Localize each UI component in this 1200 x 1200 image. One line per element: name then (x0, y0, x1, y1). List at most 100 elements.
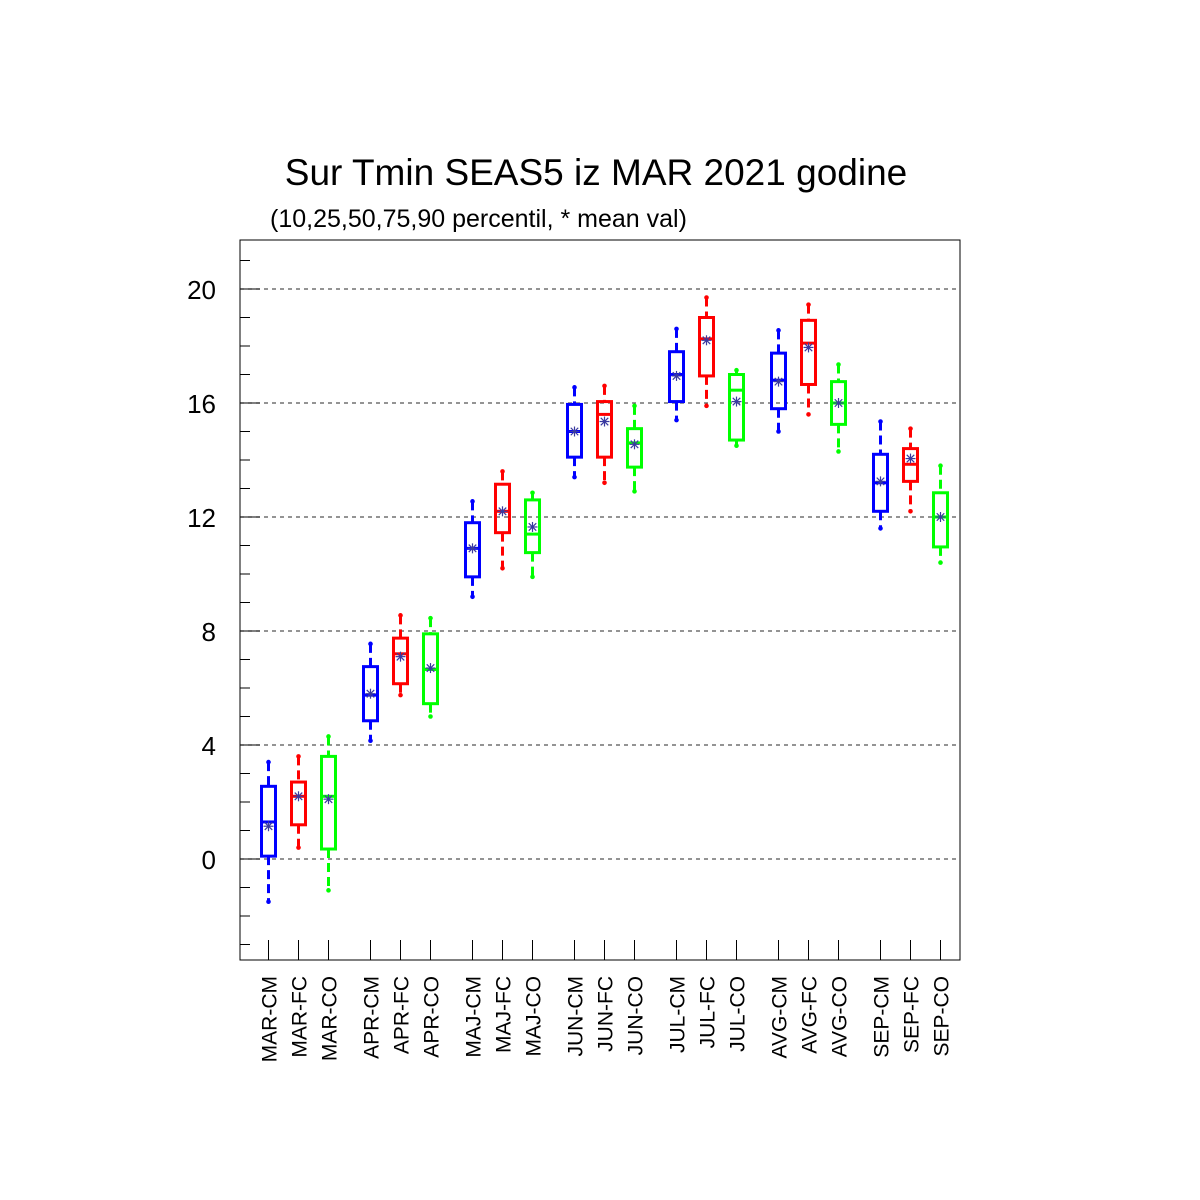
x-axis-labels: MAR-CM MAR-FC MAR-CO APR-CM APR-FC APR-CO MAJ-… (259, 940, 954, 1062)
box-sep-fc (902, 426, 919, 514)
p10-cap (632, 489, 637, 494)
mean-marker (323, 794, 334, 805)
y-tick-label: 12 (187, 503, 216, 533)
box-sep-cm (872, 419, 889, 531)
p10-cap (572, 474, 577, 480)
y-tick-label: 16 (187, 389, 216, 419)
p10-cap (530, 574, 535, 580)
x-tick-label: APR-FC (391, 976, 414, 1054)
box-jun-cm (566, 385, 583, 480)
y-axis: 0 4 8 12 16 20 (187, 260, 260, 945)
iqr-box (932, 491, 949, 549)
p90-cap (572, 385, 577, 390)
p10-cap (938, 560, 943, 565)
iqr-box (494, 482, 511, 535)
p10-cap (470, 594, 475, 600)
box-apr-cm (362, 641, 379, 744)
mean-marker (701, 335, 712, 346)
x-tick-label: AVG-CM (769, 976, 792, 1058)
box-apr-fc (392, 613, 409, 698)
box-jul-cm (668, 326, 685, 423)
x-tick-label: JUL-FC (697, 976, 720, 1048)
mean-marker (731, 396, 742, 407)
x-tick-label: SEP-CO (931, 976, 954, 1057)
x-tick-label: MAR-CM (259, 976, 282, 1062)
mean-marker (497, 506, 508, 517)
p10-cap (674, 417, 679, 423)
box-mar-fc (290, 754, 307, 850)
mean-marker (875, 476, 886, 487)
x-tick-label: MAJ-CM (463, 976, 486, 1058)
x-tick-label: JUN-FC (595, 976, 618, 1052)
mean-marker (905, 453, 916, 464)
y-tick-label: 20 (187, 275, 216, 305)
p10-cap (836, 449, 841, 454)
iqr-box (800, 318, 817, 386)
iqr-box (524, 498, 541, 555)
x-tick-label: MAJ-FC (493, 976, 516, 1053)
mean-marker (395, 651, 406, 662)
x-tick-label: JUN-CO (625, 976, 648, 1055)
p90-cap (674, 326, 679, 332)
p10-cap (296, 845, 301, 850)
p90-cap (878, 419, 883, 424)
x-tick-label: APR-CO (421, 976, 444, 1058)
p90-cap (530, 490, 535, 496)
mean-marker (599, 416, 610, 427)
box-apr-co (422, 615, 439, 719)
mean-marker (365, 688, 376, 699)
p10-cap (602, 480, 607, 486)
x-tick-label: MAJ-CO (523, 976, 546, 1057)
y-tick-label: 4 (202, 731, 216, 761)
mean-marker (671, 370, 682, 381)
p10-cap (878, 526, 883, 531)
box-avg-cm (770, 328, 787, 434)
mean-marker (293, 791, 304, 802)
y-tick-label: 0 (202, 845, 216, 875)
p10-cap (326, 888, 331, 893)
p90-cap (704, 295, 709, 300)
mean-marker (629, 439, 640, 450)
mean-marker (467, 543, 478, 554)
mean-marker (773, 376, 784, 387)
iqr-box (698, 316, 715, 378)
p10-cap (428, 714, 433, 719)
p90-cap (428, 615, 433, 621)
chart-title: Sur Tmin SEAS5 iz MAR 2021 godine (285, 152, 907, 193)
x-tick-label: JUN-CM (565, 976, 588, 1056)
p90-cap (908, 426, 913, 431)
p90-cap (602, 383, 607, 389)
x-tick-label: APR-CM (361, 976, 384, 1059)
box-avg-co (830, 362, 847, 454)
p90-cap (368, 641, 373, 647)
x-tick-label: MAR-CO (319, 976, 342, 1061)
p90-cap (296, 754, 301, 759)
p10-cap (368, 738, 373, 744)
p90-cap (500, 469, 505, 474)
mean-marker (935, 512, 946, 522)
x-tick-label: SEP-FC (901, 976, 924, 1053)
mean-marker (263, 821, 274, 832)
p10-cap (806, 412, 811, 417)
p10-cap (704, 403, 709, 409)
iqr-box (668, 350, 685, 404)
box-jul-fc (698, 295, 715, 409)
box-maj-fc (494, 469, 511, 571)
p10-cap (266, 899, 271, 905)
p90-cap (470, 499, 475, 504)
x-tick-label: AVG-FC (799, 976, 822, 1054)
box-mar-cm (260, 759, 277, 905)
iqr-box (290, 780, 307, 827)
p10-cap (776, 429, 781, 434)
mean-marker (569, 426, 580, 437)
box-avg-fc (800, 302, 817, 417)
box-jun-fc (596, 383, 613, 486)
p10-cap (500, 566, 505, 571)
plot-frame (239, 239, 961, 961)
box-maj-co (524, 490, 541, 580)
p10-cap (734, 443, 739, 449)
p90-cap (632, 403, 637, 409)
chart-subtitle: (10,25,50,75,90 percentil, * mean val) (270, 205, 687, 233)
p10-cap (908, 509, 913, 514)
